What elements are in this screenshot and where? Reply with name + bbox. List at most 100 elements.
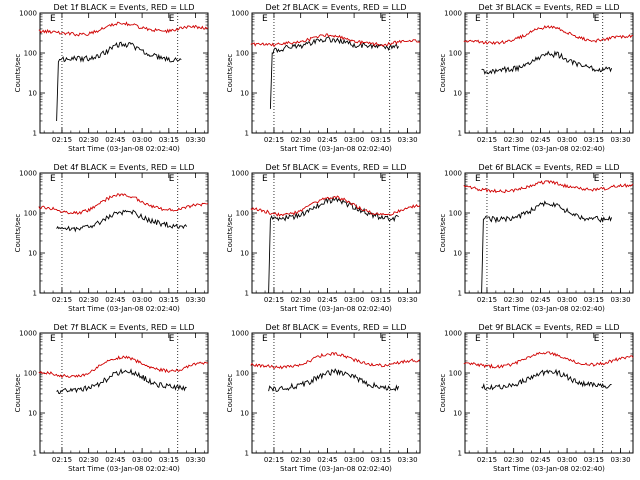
x-tick-label: 03:15 bbox=[159, 296, 179, 304]
x-tick-label: 02:45 bbox=[317, 296, 337, 304]
y-tick-label: 1 bbox=[245, 450, 249, 458]
x-tick-label: 03:00 bbox=[557, 456, 577, 464]
panel-title: Det 9f BLACK = Events, RED = LLD bbox=[478, 323, 619, 332]
y-axis-label: Counts/sec bbox=[14, 214, 22, 253]
x-tick-label: 02:15 bbox=[264, 136, 284, 144]
panel-title: Det 7f BLACK = Events, RED = LLD bbox=[53, 323, 194, 332]
x-tick-label: 03:30 bbox=[185, 136, 205, 144]
event-flag-label: E bbox=[50, 334, 56, 344]
y-tick-label: 100 bbox=[236, 370, 249, 378]
x-tick-label: 03:00 bbox=[132, 136, 152, 144]
x-tick-label: 02:45 bbox=[105, 456, 125, 464]
y-tick-label: 10 bbox=[28, 250, 37, 258]
event-flag-label: E bbox=[262, 334, 268, 344]
x-tick-label: 03:30 bbox=[610, 296, 630, 304]
y-axis-label: Counts/sec bbox=[439, 374, 447, 413]
y-tick-label: 100 bbox=[24, 210, 37, 218]
y-axis-label: Counts/sec bbox=[439, 54, 447, 93]
y-axis-label: Counts/sec bbox=[226, 54, 234, 93]
y-tick-label: 1000 bbox=[231, 10, 249, 18]
events-series-line bbox=[481, 50, 613, 75]
panel-det-3: Det 3f BLACK = Events, RED = LLD 1 10 100 10… bbox=[439, 3, 634, 153]
x-tick-label: 03:30 bbox=[185, 296, 205, 304]
event-flag-label: E bbox=[169, 174, 175, 184]
x-tick-label: 02:15 bbox=[264, 296, 284, 304]
lld-series-line bbox=[38, 21, 209, 37]
y-tick-label: 1000 bbox=[444, 330, 462, 338]
x-tick-label: 03:15 bbox=[371, 296, 391, 304]
lld-series-line bbox=[38, 193, 209, 215]
y-tick-label: 1 bbox=[458, 130, 462, 138]
panel-det-1: Det 1f BLACK = Events, RED = LLD 1 10 100 10… bbox=[14, 3, 209, 153]
x-tick-label: 02:30 bbox=[291, 456, 311, 464]
event-flag-label: E bbox=[50, 174, 56, 184]
event-flag-label: E bbox=[594, 14, 600, 24]
y-tick-label: 10 bbox=[240, 250, 249, 258]
plot-frame bbox=[251, 172, 421, 294]
x-tick-label: 02:15 bbox=[52, 456, 72, 464]
x-tick-label: 02:45 bbox=[105, 136, 125, 144]
panel-title: Det 3f BLACK = Events, RED = LLD bbox=[478, 3, 619, 12]
events-series-line bbox=[481, 368, 612, 391]
y-tick-label: 1 bbox=[33, 130, 37, 138]
x-axis-label: Start Time (03-Jan-08 02:02:40) bbox=[493, 305, 605, 313]
y-tick-label: 100 bbox=[236, 50, 249, 58]
plot-frame bbox=[39, 172, 209, 294]
lld-series-line bbox=[463, 351, 634, 369]
x-tick-label: 03:30 bbox=[185, 456, 205, 464]
y-tick-label: 100 bbox=[449, 210, 462, 218]
y-tick-label: 1000 bbox=[19, 170, 37, 178]
x-tick-label: 02:15 bbox=[52, 296, 72, 304]
panel-title: Det 4f BLACK = Events, RED = LLD bbox=[53, 163, 194, 172]
events-series-line bbox=[268, 196, 399, 294]
y-axis-label: Counts/sec bbox=[439, 214, 447, 253]
plot-frame bbox=[251, 332, 421, 454]
y-tick-label: 10 bbox=[453, 250, 462, 258]
events-series-line bbox=[481, 200, 613, 294]
y-tick-label: 10 bbox=[240, 90, 249, 98]
event-flag-label: E bbox=[169, 334, 175, 344]
event-flag-label: E bbox=[381, 14, 387, 24]
panel-det-7: Det 7f BLACK = Events, RED = LLD 1 10 100 10… bbox=[14, 323, 209, 473]
x-axis-label: Start Time (03-Jan-08 02:02:40) bbox=[493, 145, 605, 153]
x-tick-label: 02:15 bbox=[477, 296, 497, 304]
x-tick-label: 03:15 bbox=[584, 456, 604, 464]
lld-series-line bbox=[38, 355, 209, 379]
x-tick-label: 03:00 bbox=[344, 296, 364, 304]
x-tick-label: 03:30 bbox=[397, 456, 417, 464]
x-axis-label: Start Time (03-Jan-08 02:02:40) bbox=[68, 465, 180, 473]
x-tick-label: 02:30 bbox=[504, 136, 524, 144]
y-tick-label: 100 bbox=[449, 50, 462, 58]
y-tick-label: 1 bbox=[245, 130, 249, 138]
y-axis-label: Counts/sec bbox=[226, 214, 234, 253]
x-tick-label: 03:30 bbox=[397, 296, 417, 304]
lld-series-line bbox=[463, 180, 634, 194]
plot-frame bbox=[251, 12, 421, 134]
y-tick-label: 1 bbox=[458, 450, 462, 458]
x-tick-label: 03:15 bbox=[159, 456, 179, 464]
panel-title: Det 8f BLACK = Events, RED = LLD bbox=[265, 323, 406, 332]
event-flag-label: E bbox=[381, 334, 387, 344]
panel-det-4: Det 4f BLACK = Events, RED = LLD 1 10 100 10… bbox=[14, 163, 209, 313]
x-tick-label: 03:00 bbox=[344, 456, 364, 464]
x-tick-label: 03:15 bbox=[584, 136, 604, 144]
x-tick-label: 03:00 bbox=[132, 456, 152, 464]
lld-series-line bbox=[250, 33, 421, 48]
panel-det-9: Det 9f BLACK = Events, RED = LLD 1 10 100 10… bbox=[439, 323, 634, 473]
x-tick-label: 02:30 bbox=[79, 136, 99, 144]
event-flag-label: E bbox=[475, 334, 481, 344]
x-tick-label: 03:15 bbox=[371, 456, 391, 464]
x-tick-label: 03:15 bbox=[371, 136, 391, 144]
x-tick-label: 02:30 bbox=[79, 296, 99, 304]
panel-det-8: Det 8f BLACK = Events, RED = LLD 1 10 100 10… bbox=[226, 323, 421, 473]
plot-frame bbox=[464, 332, 634, 454]
y-tick-label: 1000 bbox=[231, 170, 249, 178]
y-tick-label: 1000 bbox=[231, 330, 249, 338]
y-tick-label: 1 bbox=[33, 290, 37, 298]
plot-frame bbox=[39, 12, 209, 134]
y-tick-label: 10 bbox=[28, 410, 37, 418]
x-tick-label: 03:30 bbox=[610, 456, 630, 464]
event-flag-label: E bbox=[475, 174, 481, 184]
plot-frame bbox=[39, 332, 209, 454]
